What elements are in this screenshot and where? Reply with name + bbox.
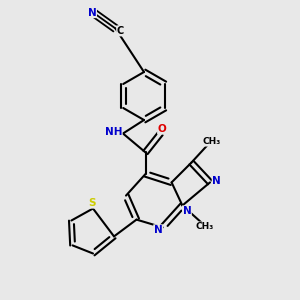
Text: O: O — [158, 124, 166, 134]
Text: N: N — [154, 225, 163, 235]
Text: S: S — [88, 198, 95, 208]
Text: C: C — [117, 26, 124, 36]
Text: N: N — [212, 176, 221, 186]
Text: N: N — [88, 8, 97, 18]
Text: NH: NH — [105, 127, 122, 137]
Text: N: N — [182, 206, 191, 216]
Text: CH₃: CH₃ — [202, 137, 220, 146]
Text: CH₃: CH₃ — [196, 222, 214, 231]
